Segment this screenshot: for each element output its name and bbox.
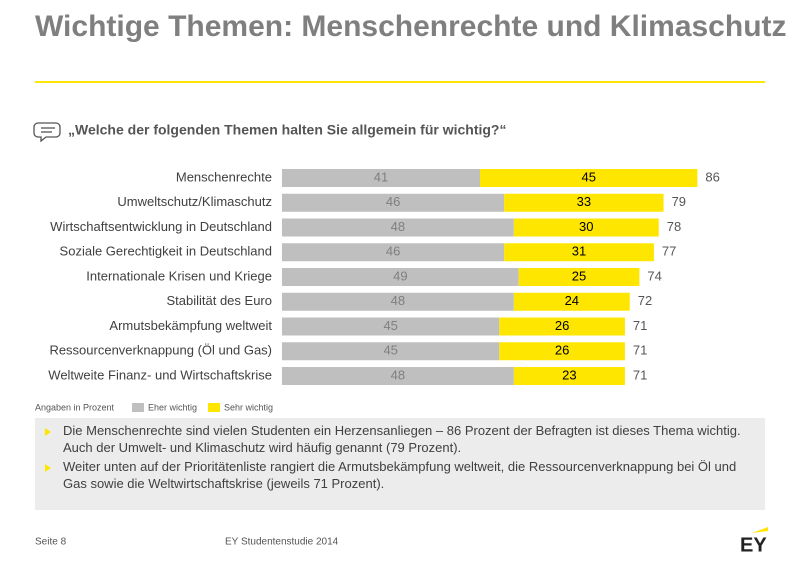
value-label: 26 bbox=[555, 318, 569, 333]
value-label: 48 bbox=[391, 367, 405, 382]
bar-segment bbox=[282, 218, 514, 237]
bar-segment bbox=[282, 243, 505, 262]
bullet-text: Weiter unten auf der Prioritätenliste ra… bbox=[63, 459, 737, 491]
value-label: 24 bbox=[565, 293, 579, 308]
total-label: 86 bbox=[705, 169, 719, 184]
bar-segment bbox=[518, 268, 640, 286]
bar-segment bbox=[513, 292, 630, 311]
category-label: Umweltschutz/Klimaschutz bbox=[117, 194, 272, 209]
bar-segment bbox=[282, 367, 514, 385]
value-label: 49 bbox=[393, 268, 407, 283]
category-label: Internationale Krisen und Kriege bbox=[86, 268, 272, 283]
logo: EY bbox=[740, 534, 767, 556]
note: Angaben in Prozent bbox=[35, 402, 115, 412]
bar-segment bbox=[282, 342, 500, 361]
category-label: Armutsbekämpfung weltweit bbox=[109, 318, 272, 333]
legend-label: Eher wichtig bbox=[148, 402, 197, 412]
bullet-marker bbox=[45, 464, 51, 472]
total-label: 71 bbox=[633, 367, 647, 382]
question: „Welche der folgenden Themen halten Sie … bbox=[68, 122, 506, 138]
bar-segment bbox=[504, 243, 654, 262]
value-label: 30 bbox=[579, 219, 593, 234]
speech-icon bbox=[33, 122, 61, 143]
total-label: 78 bbox=[667, 219, 681, 234]
value-label: 48 bbox=[391, 293, 405, 308]
bar-segment bbox=[282, 317, 500, 336]
value-label: 41 bbox=[374, 169, 388, 184]
value-label: 48 bbox=[391, 219, 405, 234]
category-label: Menschenrechte bbox=[176, 169, 272, 184]
bullet-text: Die Menschenrechte sind vielen Studenten… bbox=[63, 423, 741, 455]
bar-segment bbox=[282, 292, 514, 311]
bar-segment bbox=[504, 193, 664, 212]
category-label: Stabilität des Euro bbox=[166, 293, 272, 308]
value-label: 46 bbox=[386, 194, 400, 209]
total-label: 72 bbox=[638, 293, 652, 308]
category-label: Soziale Gerechtigkeit in Deutschland bbox=[60, 244, 272, 259]
total-label: 71 bbox=[633, 318, 647, 333]
bar-segment bbox=[282, 169, 481, 187]
page-number: Seite 8 bbox=[35, 537, 67, 548]
legend-label: Sehr wichtig bbox=[224, 402, 273, 412]
bar-segment bbox=[499, 342, 625, 361]
value-label: 25 bbox=[572, 268, 586, 283]
total-label: 74 bbox=[647, 268, 661, 283]
value-label: 23 bbox=[562, 367, 576, 382]
legend-swatch bbox=[132, 403, 144, 412]
logo-mark bbox=[752, 527, 768, 533]
category-label: Ressourcenverknappung (Öl und Gas) bbox=[49, 343, 272, 358]
value-label: 33 bbox=[577, 194, 591, 209]
chart-title: Wichtige Themen: Menschenrechte und Klim… bbox=[35, 10, 787, 43]
bar-segment bbox=[513, 218, 659, 237]
value-label: 26 bbox=[555, 343, 569, 358]
category-label: Wirtschaftsentwicklung in Deutschland bbox=[50, 219, 272, 234]
bar-segment bbox=[480, 169, 698, 187]
legend-swatch bbox=[208, 403, 220, 412]
bullet-marker bbox=[45, 428, 51, 436]
value-label: 46 bbox=[386, 244, 400, 259]
category-label: Weltweite Finanz- und Wirtschaftskrise bbox=[48, 367, 272, 382]
value-label: 31 bbox=[572, 244, 586, 259]
value-label: 45 bbox=[581, 169, 595, 184]
total-label: 79 bbox=[672, 194, 686, 209]
value-label: 45 bbox=[383, 343, 397, 358]
summary-box bbox=[35, 418, 765, 510]
value-label: 45 bbox=[383, 318, 397, 333]
bar-segment bbox=[513, 367, 625, 385]
bar-segment bbox=[282, 268, 519, 286]
total-label: 77 bbox=[662, 244, 676, 259]
bar-segment bbox=[282, 193, 505, 212]
bar-segment bbox=[499, 317, 625, 336]
source: EY Studentenstudie 2014 bbox=[225, 537, 339, 548]
total-label: 71 bbox=[633, 343, 647, 358]
